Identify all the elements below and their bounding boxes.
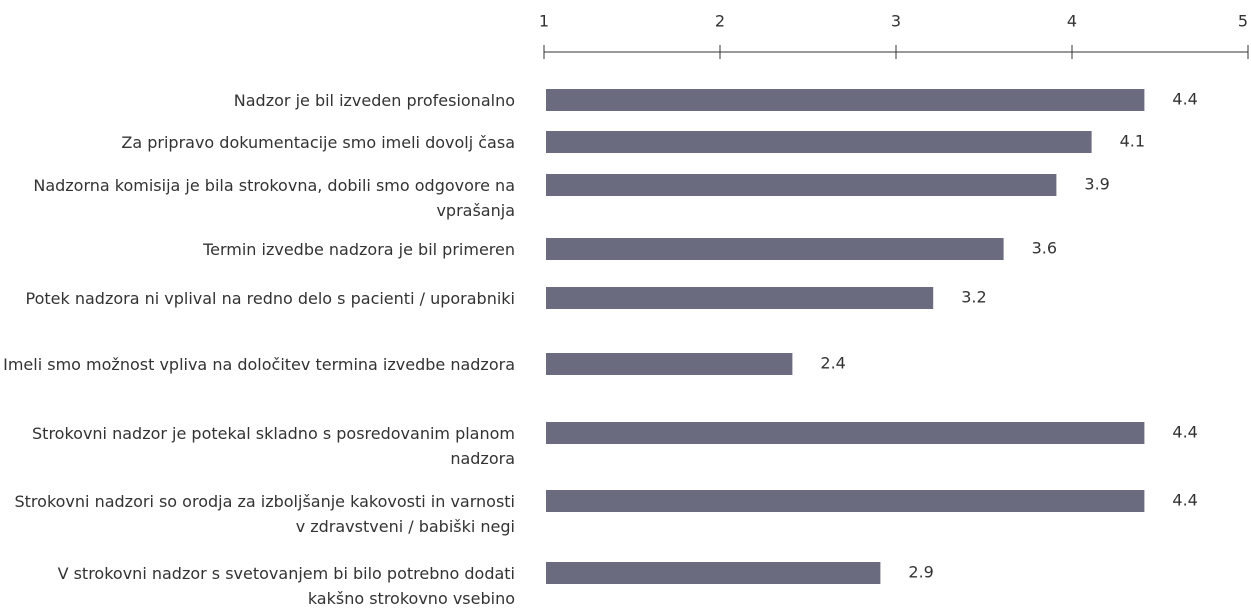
bar xyxy=(546,174,1057,196)
bar xyxy=(546,422,1145,444)
value-label: 2.4 xyxy=(820,354,845,373)
bar xyxy=(546,89,1145,111)
value-label: 3.6 xyxy=(1032,239,1057,258)
x-tick-label: 1 xyxy=(539,12,549,31)
category-label: Nadzor je bil izveden profesionalno xyxy=(233,90,515,110)
value-label: 2.9 xyxy=(908,563,933,582)
bar xyxy=(546,353,793,375)
category-label: Za pripravo dokumentacije smo imeli dovo… xyxy=(121,132,515,152)
category-label: Strokovni nadzor je potekal skladno s po… xyxy=(32,423,515,468)
x-tick-label: 2 xyxy=(715,12,725,31)
category-label: Strokovni nadzori so orodja za izboljšan… xyxy=(14,491,516,536)
bar xyxy=(546,287,934,309)
bar xyxy=(546,131,1092,153)
bar xyxy=(546,490,1145,512)
bar xyxy=(546,238,1004,260)
category-label: Imeli smo možnost vpliva na določitev te… xyxy=(3,354,515,374)
category-label: Nadzorna komisija je bila strokovna, dob… xyxy=(33,175,515,220)
value-label: 3.9 xyxy=(1084,175,1109,194)
value-label: 3.2 xyxy=(961,288,986,307)
x-tick-label: 3 xyxy=(891,12,901,31)
bar xyxy=(546,562,881,584)
category-label: Termin izvedbe nadzora je bil primeren xyxy=(203,239,515,259)
value-label: 4.1 xyxy=(1120,132,1145,151)
x-tick-label: 5 xyxy=(1238,12,1248,31)
value-label: 4.4 xyxy=(1172,90,1197,109)
value-label: 4.4 xyxy=(1172,423,1197,442)
x-tick-label: 4 xyxy=(1067,12,1077,31)
value-label: 4.4 xyxy=(1172,491,1197,510)
category-label: Potek nadzora ni vplival na redno delo s… xyxy=(25,288,516,308)
category-label: V strokovni nadzor s svetovanjem bi bilo… xyxy=(57,563,515,608)
